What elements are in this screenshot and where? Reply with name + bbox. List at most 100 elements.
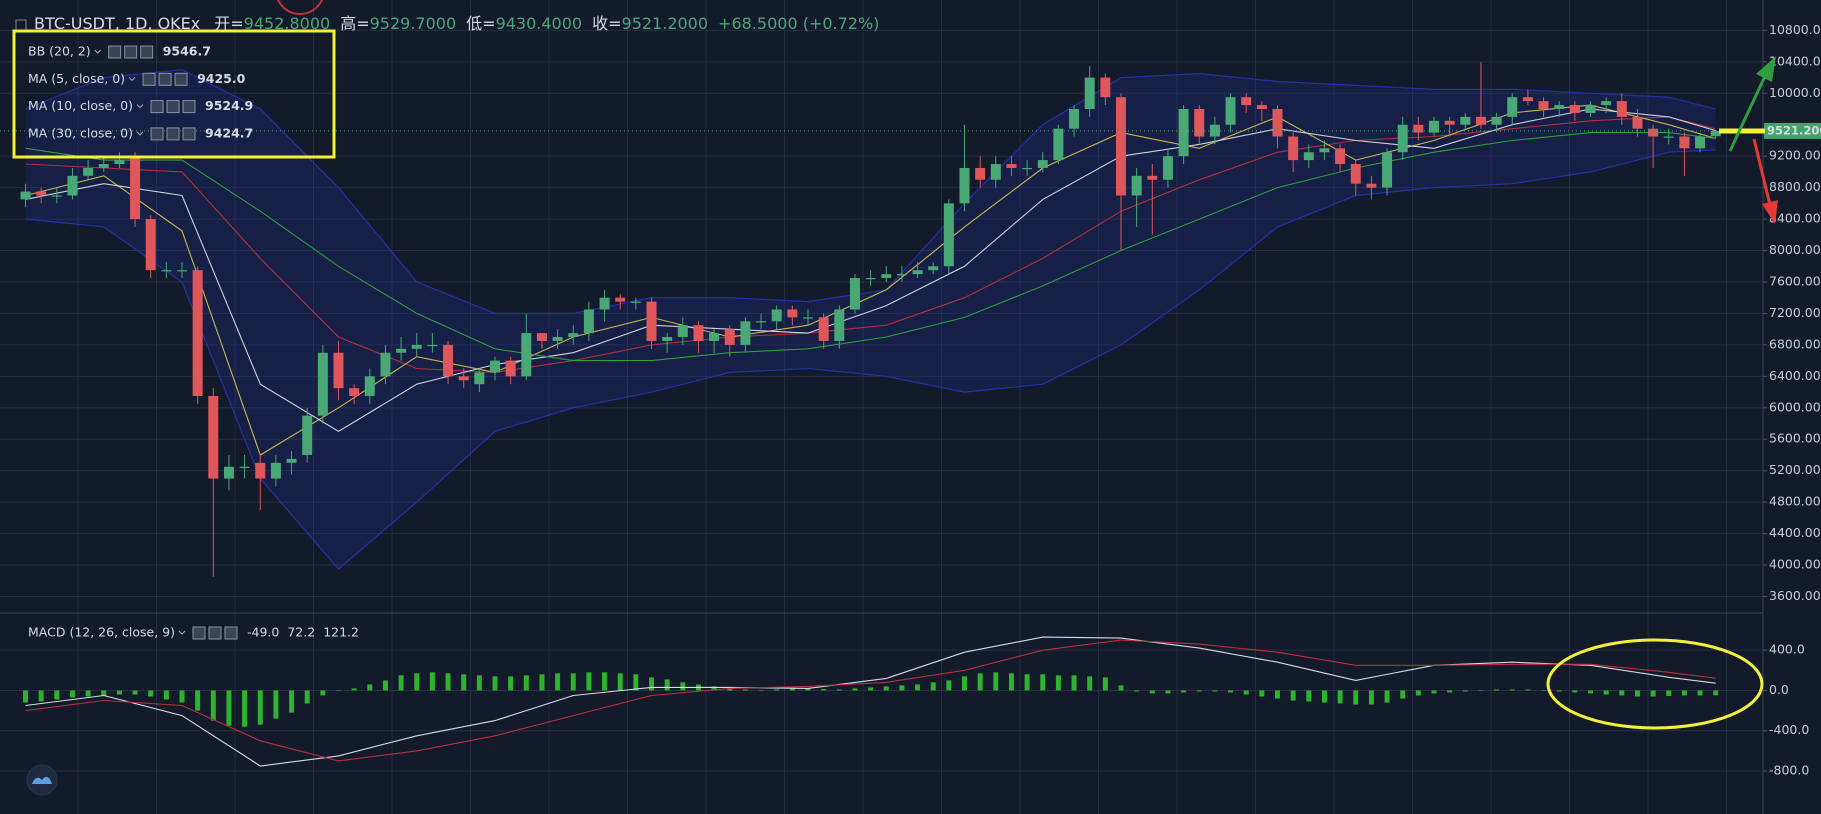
candle-body — [1679, 136, 1690, 149]
candle-body — [818, 317, 829, 341]
candle-body — [912, 270, 923, 275]
candle-body — [1006, 164, 1017, 168]
candle-body — [130, 156, 141, 220]
macd-histogram-bar — [1697, 690, 1703, 696]
candle-body — [1632, 116, 1643, 129]
candle-body — [1648, 128, 1659, 137]
candle-body — [1147, 175, 1158, 180]
candle-body — [302, 415, 313, 455]
candle-body — [98, 164, 109, 168]
legend-control-icon[interactable] — [182, 100, 196, 114]
candle-body — [1695, 136, 1706, 149]
y-tick-label: 8800.000 — [1769, 179, 1821, 194]
candle-body — [51, 195, 62, 197]
candle-body — [646, 301, 657, 341]
close-value: 9521.2000 — [622, 14, 709, 33]
macd-histogram-bar — [1040, 674, 1046, 691]
macd-histogram-bar — [774, 689, 780, 691]
candle-body — [959, 167, 970, 204]
legend-control-icon[interactable] — [174, 72, 188, 86]
candle-body — [834, 309, 845, 341]
candle-body — [1084, 77, 1095, 110]
open-value: 9452.8000 — [244, 14, 331, 33]
indicator-line — [25, 108, 1716, 433]
macd-histogram-bar — [179, 690, 185, 703]
dropdown-chevron[interactable] — [94, 49, 102, 54]
high-label: 高= — [340, 14, 369, 33]
legend-control-icon[interactable] — [166, 127, 180, 141]
candle-body — [177, 270, 187, 272]
candle-body — [67, 175, 78, 196]
macd-histogram-bar — [742, 689, 748, 691]
candle-body — [458, 376, 469, 381]
candle-body — [724, 329, 735, 345]
macd-histogram-bar — [1071, 675, 1077, 691]
legend-control-icon[interactable] — [108, 45, 122, 59]
macd-histogram-bar — [1509, 689, 1515, 691]
candle-body — [1382, 152, 1393, 188]
macd-histogram-bar — [163, 690, 169, 700]
candle-body — [583, 309, 594, 334]
candle-body — [1710, 130, 1721, 137]
macd-histogram-bar — [727, 688, 733, 691]
macd-histogram-bar — [1290, 690, 1296, 701]
y-tick-label: 10800.000 — [1769, 22, 1821, 37]
macd-histogram-bar — [1431, 690, 1437, 694]
macd-histogram-bar — [320, 690, 326, 696]
macd-histogram-bar — [257, 690, 263, 725]
candle-body — [1162, 156, 1173, 180]
candle-body — [161, 270, 172, 272]
candle-body — [83, 167, 94, 176]
red-circle-mark — [277, 0, 323, 15]
dropdown-chevron[interactable] — [178, 630, 186, 635]
macd-histogram-bar — [680, 682, 686, 691]
legend-control-icon[interactable] — [150, 127, 164, 141]
indicator-line — [25, 116, 1716, 373]
y-tick-label: 10400.000 — [1769, 53, 1821, 68]
macd-histogram-bar — [1588, 690, 1593, 694]
y-tick-label: -400.0 — [1769, 722, 1809, 737]
candle-body — [1616, 101, 1627, 117]
legend-control-icon[interactable] — [208, 626, 222, 640]
candle-body — [1554, 105, 1565, 110]
y-tick-label: 5600.000 — [1769, 431, 1821, 446]
macd-histogram-bar — [132, 690, 138, 695]
candle-body — [771, 309, 782, 322]
legend-control-icon[interactable] — [224, 626, 238, 640]
dropdown-chevron[interactable] — [128, 76, 136, 82]
legend-control-icon[interactable] — [166, 100, 180, 114]
macd-histogram-bar — [930, 682, 936, 691]
legend-control-icon[interactable] — [142, 72, 156, 86]
candle-body — [474, 372, 485, 385]
legend-control-icon[interactable] — [158, 72, 172, 86]
price-tag-box — [1764, 122, 1821, 139]
legend-control-icon[interactable] — [124, 45, 138, 59]
macd-histogram-bar — [1228, 690, 1234, 693]
candle-body — [536, 333, 547, 341]
macd-histogram-bar — [758, 690, 764, 691]
candle-body — [1335, 148, 1346, 165]
candle-body — [20, 191, 31, 200]
legend-control-icon[interactable] — [140, 45, 154, 59]
legend-control-icon[interactable] — [182, 127, 196, 141]
candle-body — [1303, 152, 1314, 161]
dropdown-chevron[interactable] — [136, 131, 144, 136]
macd-histogram-bar — [116, 690, 122, 695]
legend-control-icon[interactable] — [150, 100, 164, 114]
candle-body — [443, 344, 454, 377]
arrow-head — [1756, 56, 1776, 82]
macd-histogram-bar — [304, 690, 310, 704]
y-tick-label: 7200.000 — [1769, 305, 1821, 320]
y-tick-label: 7600.000 — [1769, 273, 1821, 288]
y-tick-label: 4400.000 — [1769, 525, 1821, 540]
legend-control-icon[interactable] — [192, 626, 206, 640]
dropdown-chevron[interactable] — [136, 104, 144, 109]
candle-body — [411, 344, 422, 349]
macd-histogram-bar — [1634, 690, 1640, 697]
macd-histogram-bar — [1572, 690, 1578, 693]
macd-histogram-bar — [1337, 690, 1343, 704]
macd-histogram-bar — [476, 675, 482, 691]
macd-histogram-bar — [1306, 690, 1312, 702]
candle-body — [662, 337, 673, 341]
y-tick-label: 10000.000 — [1769, 85, 1821, 100]
